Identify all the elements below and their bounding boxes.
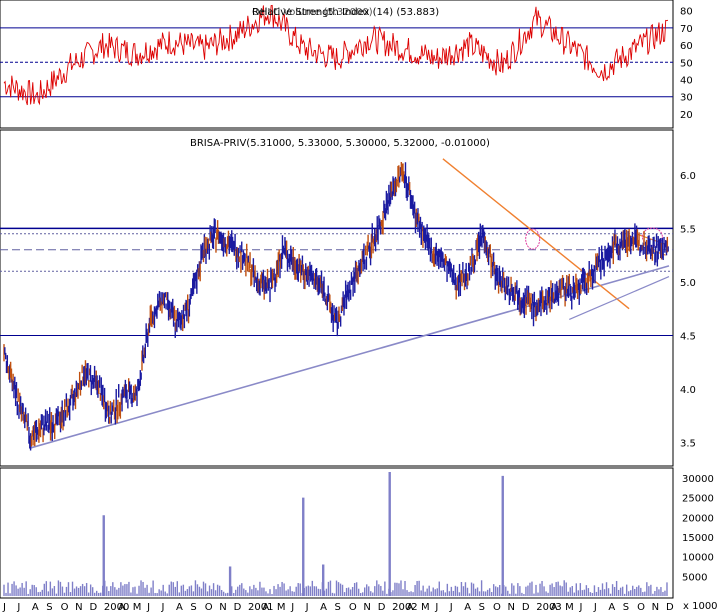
rsi-tick-label: 40	[680, 76, 693, 87]
time-axis-label: O	[493, 602, 501, 613]
time-axis-label: D	[666, 602, 674, 613]
time-axis-label: 2002	[392, 602, 417, 613]
price-panel: 3.5 4.0 4.5 5.0 5.5 6.0	[0, 158, 696, 451]
time-axis-label: M	[421, 602, 430, 613]
time-axis-label: D	[378, 602, 386, 613]
time-axis-label: J	[146, 602, 150, 613]
time-axis-label: O	[637, 602, 645, 613]
time-axis-label: A	[262, 602, 269, 613]
volume-tick-label: 10000	[682, 553, 714, 564]
time-axis-label: S	[190, 602, 196, 613]
time-axis-label: A	[118, 602, 125, 613]
time-axis-label: M	[565, 602, 574, 613]
rsi-tick-label: 80	[680, 7, 693, 18]
time-axis-label: N	[219, 602, 226, 613]
time-axis-label: S	[479, 602, 485, 613]
volume-tick-label: 15000	[682, 533, 714, 544]
time-axis-label: O	[61, 602, 69, 613]
time-axis-label: N	[75, 602, 82, 613]
long-term-support-trendline	[30, 265, 670, 449]
price-panel-title: BRISA-PRIV(5.31000, 5.33000, 5.30000, 5.…	[190, 138, 490, 149]
price-tick-label: 3.5	[680, 439, 696, 450]
time-axis-label: O	[205, 602, 213, 613]
volume-tick-label: 25000	[682, 494, 714, 505]
rsi-overlay-text: OHLC Volume (5.32000)	[252, 7, 373, 18]
time-axis-label: 2003	[536, 602, 561, 613]
time-axis-label: N	[363, 602, 370, 613]
price-tick-label: 6.0	[680, 171, 696, 182]
time-axis-label: J	[579, 602, 583, 613]
time-axis-label: M	[277, 602, 286, 613]
highlight-circle	[641, 227, 663, 247]
time-axis-label: 2000	[104, 602, 129, 613]
price-tick-label: 5.5	[680, 224, 696, 235]
price-tick-label: 4.5	[680, 331, 696, 342]
time-axis-label: A	[464, 602, 471, 613]
price-tick-label: 4.0	[680, 385, 696, 396]
volume-tick-label: 20000	[682, 513, 714, 524]
time-axis-label: S	[623, 602, 629, 613]
time-axis-label: J	[434, 602, 438, 613]
rsi-panel-frame	[0, 0, 674, 129]
time-axis-label: M	[133, 602, 142, 613]
volume-tick-label: 5000	[682, 572, 707, 583]
time-axis-label: N	[507, 602, 514, 613]
rsi-panel-title: Relative Strength Index (14) (53.883)	[252, 7, 439, 18]
time-axis-label: J	[2, 602, 6, 613]
time-axis-label: O	[349, 602, 357, 613]
volume-tick-label: 30000	[682, 474, 714, 485]
price-tick-label: 5.0	[680, 278, 696, 289]
time-axis-label: S	[335, 602, 341, 613]
rsi-tick-label: 50	[680, 58, 693, 69]
rsi-tick-label: 60	[680, 41, 693, 52]
time-axis-label: D	[89, 602, 97, 613]
time-axis-label: A	[407, 602, 414, 613]
volume-panel-frame	[0, 467, 674, 599]
price-panel-frame	[0, 129, 674, 467]
rsi-line	[3, 4, 669, 106]
short-term-support-trendline	[569, 276, 670, 320]
rsi-tick-label: 30	[680, 93, 693, 104]
time-axis-label: A	[608, 602, 615, 613]
time-axis-label: 2001	[248, 602, 273, 613]
highlight-circle	[525, 228, 541, 250]
time-axis-label: D	[522, 602, 530, 613]
volume-panel: 5000 10000 15000 20000 25000 30000	[3, 471, 714, 596]
time-axis-label: J	[290, 602, 294, 613]
time-axis-label: J	[305, 602, 309, 613]
time-axis-label: D	[234, 602, 242, 613]
time-axis-label: J	[16, 602, 20, 613]
resistance-trendline	[442, 158, 630, 310]
time-axis-label: J	[449, 602, 453, 613]
rsi-tick-label: 70	[680, 24, 693, 35]
time-axis-label: A	[32, 602, 39, 613]
rsi-tick-label: 20	[680, 110, 693, 121]
time-axis-label: A	[176, 602, 183, 613]
time-axis-label: A	[320, 602, 327, 613]
time-axis-label: J	[161, 602, 165, 613]
rsi-panel: 20 30 40 50 60 70 80	[0, 4, 693, 121]
volume-scale-label: x 1000	[683, 601, 718, 612]
time-axis-label: S	[46, 602, 52, 613]
time-axis-label: A	[551, 602, 558, 613]
time-axis-label: N	[652, 602, 659, 613]
time-axis-label: J	[593, 602, 597, 613]
